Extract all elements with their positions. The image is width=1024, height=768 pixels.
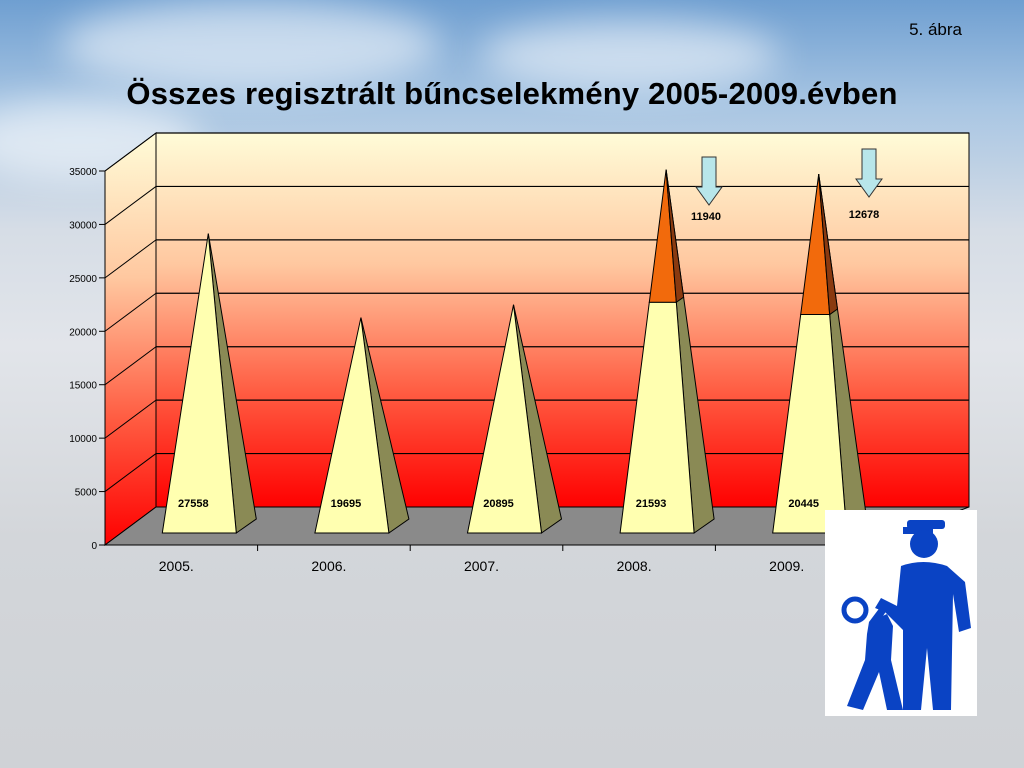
y-tick-label: 0	[91, 541, 97, 552]
arrow-down-icon	[695, 156, 723, 206]
pyramid-bar	[161, 233, 237, 534]
y-tick-label: 35000	[69, 167, 97, 178]
data-label: 20445	[788, 498, 819, 510]
pyramid-side-top	[665, 169, 685, 304]
data-label: 19695	[331, 498, 362, 510]
x-tick-label: 2005.	[159, 558, 194, 574]
y-tick-label: 15000	[69, 381, 97, 392]
gridline-side	[104, 399, 157, 439]
arrow-down-icon	[855, 148, 883, 198]
y-tick-label: 20000	[69, 327, 97, 338]
y-tick-label: 10000	[69, 434, 97, 445]
y-tick-label: 5000	[75, 488, 98, 499]
cloud	[480, 20, 780, 90]
gridline-side	[104, 453, 157, 492]
x-tick-label: 2009.	[769, 558, 804, 574]
chart-title: Összes regisztrált bűncselekmény 2005-20…	[126, 76, 898, 111]
y-tick-label: 30000	[69, 220, 97, 231]
chart-side-wall	[104, 132, 157, 546]
x-tick-label: 2006.	[311, 558, 346, 574]
pyramid-bar	[314, 317, 390, 534]
data-label: 27558	[178, 498, 209, 510]
y-tick-label: 25000	[69, 274, 97, 285]
police-officer-arrest-icon	[841, 520, 971, 710]
cloud	[60, 0, 440, 90]
pyramid-side-top	[818, 173, 839, 316]
gridline-side	[104, 132, 157, 172]
gridline-side	[104, 292, 157, 332]
annotation-label: 12678	[849, 209, 880, 221]
x-tick-label: 2008.	[617, 558, 652, 574]
gridline-side	[104, 239, 157, 279]
gridline-side	[104, 186, 157, 225]
gridline-side	[104, 346, 157, 386]
figure-label: 5. ábra	[909, 20, 962, 39]
pyramid-bar	[466, 304, 543, 534]
police-sign-icon	[825, 510, 977, 716]
data-label: 20895	[483, 498, 514, 510]
x-tick-label: 2007.	[464, 558, 499, 574]
annotation-label: 11940	[691, 211, 721, 223]
data-label: 21593	[636, 498, 667, 510]
